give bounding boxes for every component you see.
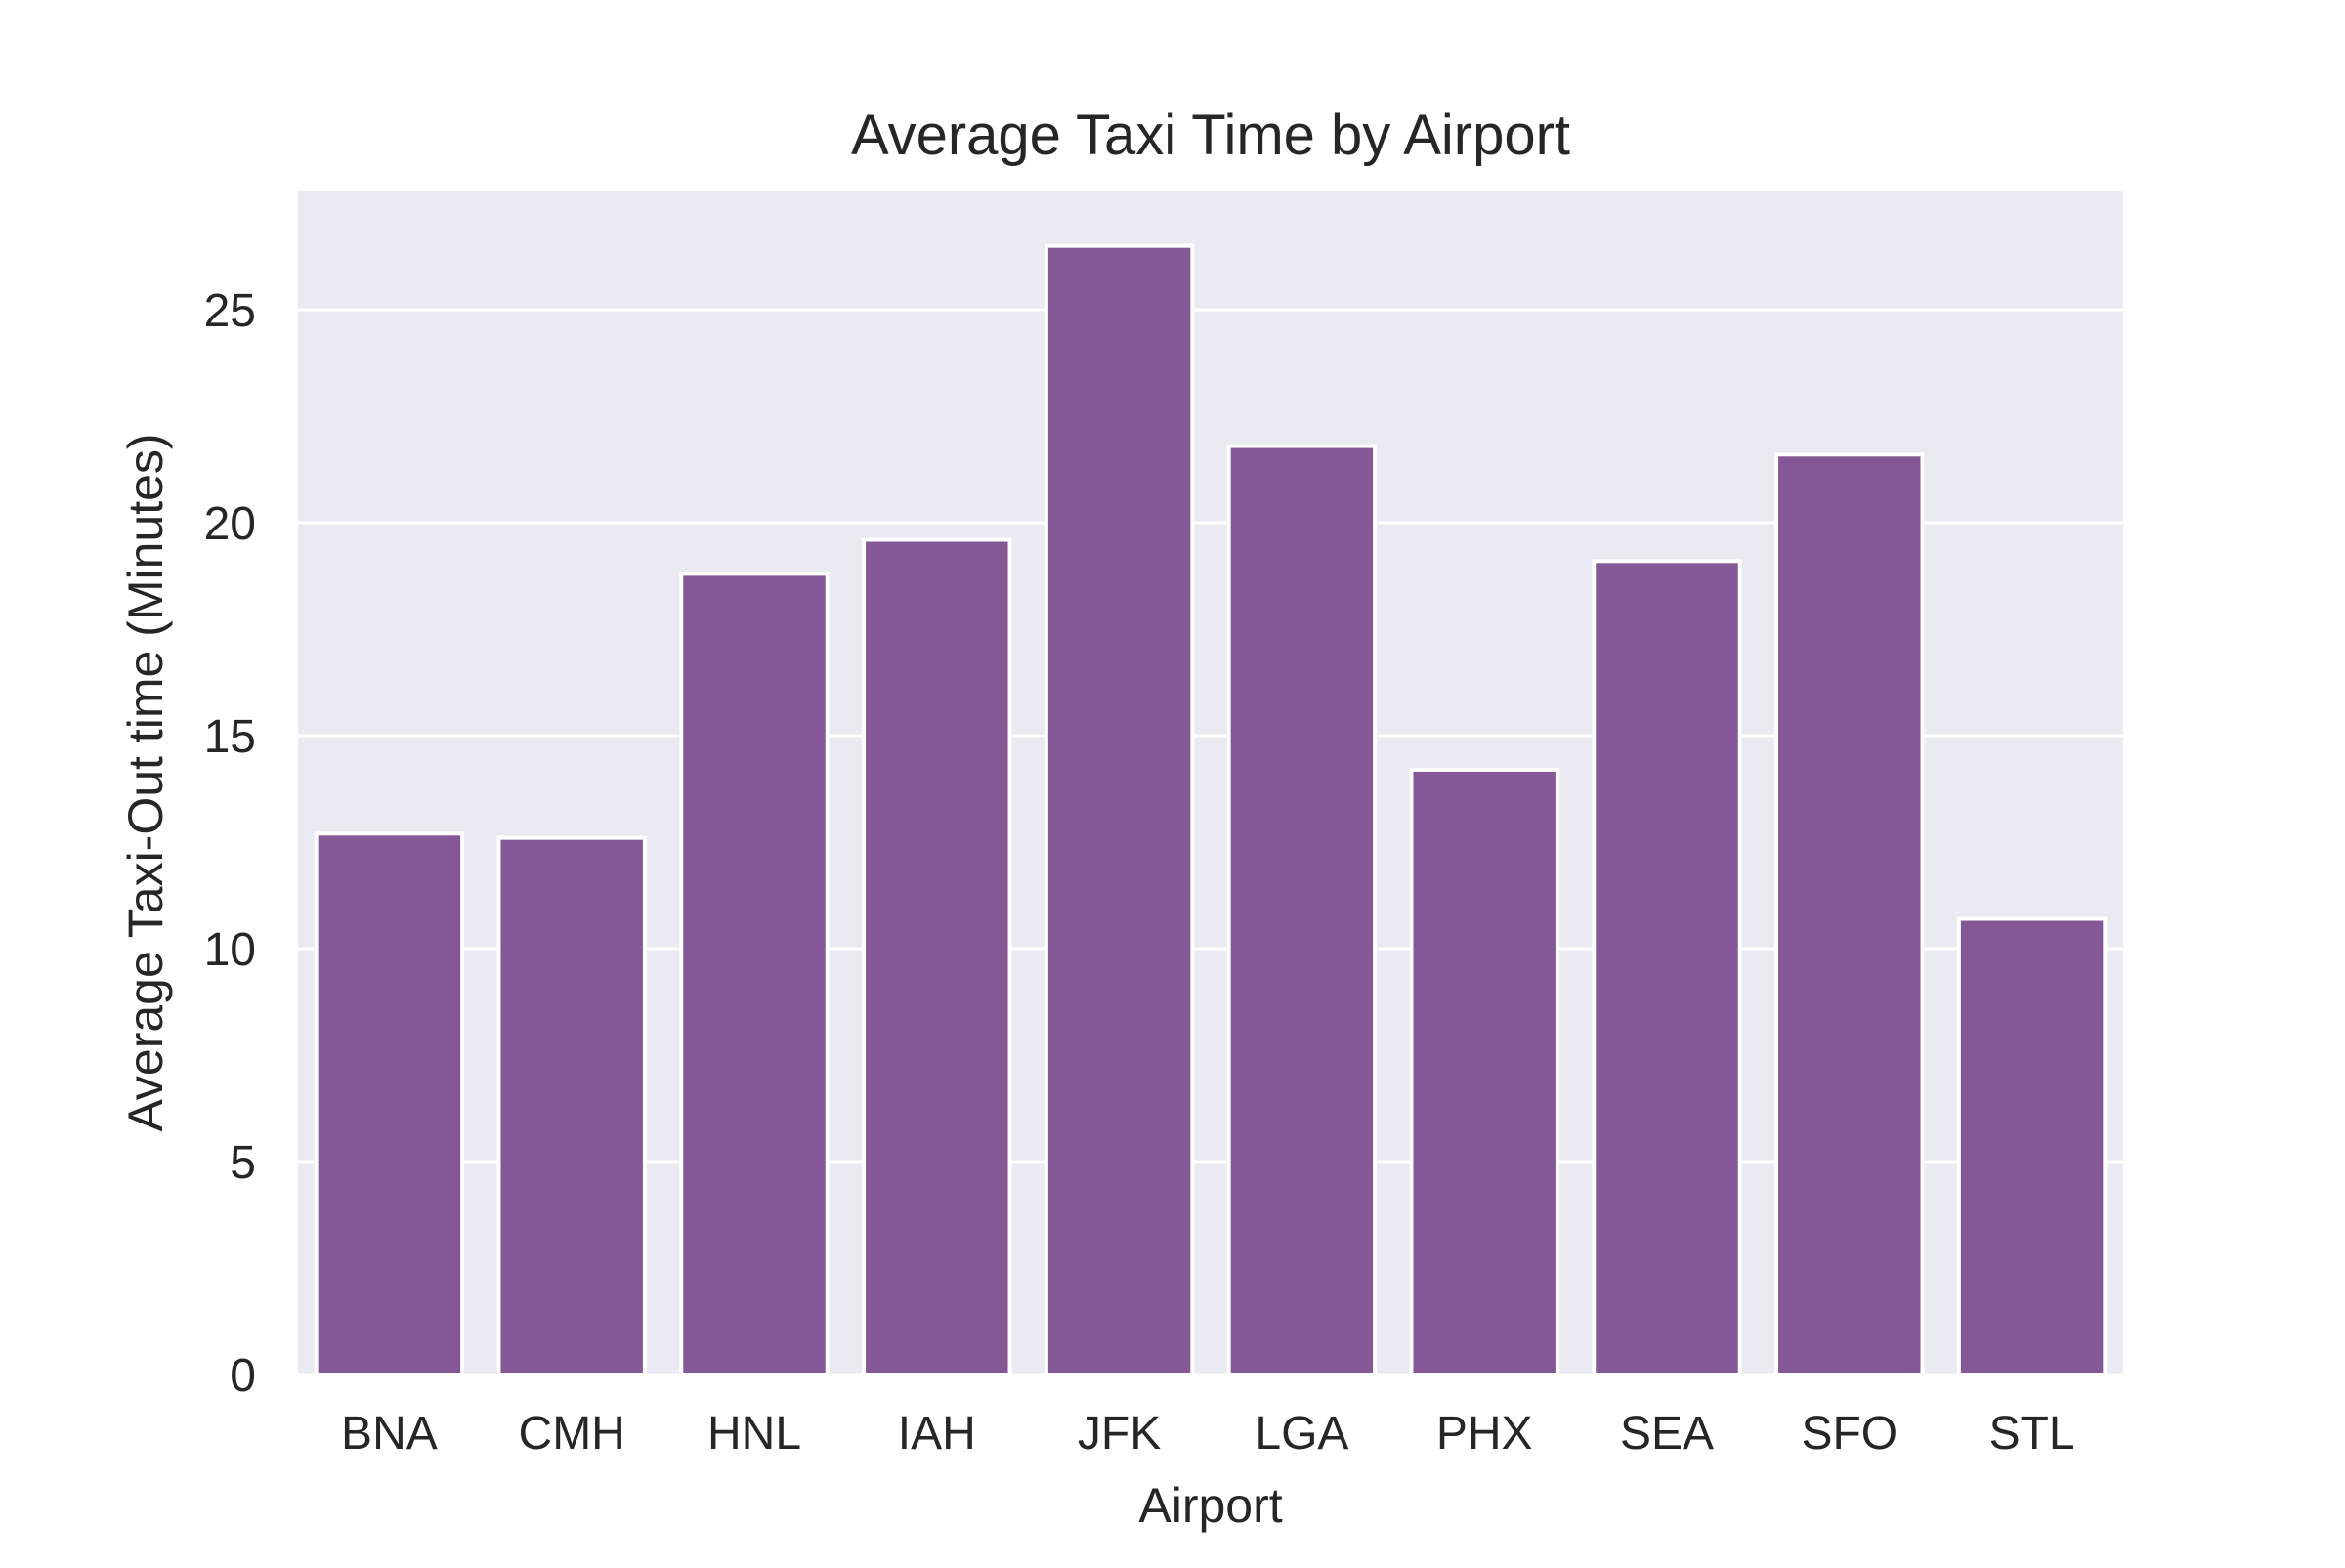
y-tick-label-10: 10	[204, 924, 256, 976]
x-tick-label-phx: PHX	[1436, 1408, 1533, 1460]
x-tick-label-hnl: HNL	[707, 1408, 801, 1460]
bar-iah	[862, 537, 1012, 1377]
bar-hnl	[679, 572, 830, 1377]
bar-stl	[1956, 916, 2108, 1377]
y-tick-label-20: 20	[204, 498, 256, 550]
x-tick-label-bna: BNA	[341, 1408, 438, 1460]
y-axis-ticks: 0 5 10 15 20 25	[204, 285, 256, 1402]
bar-jfk	[1044, 243, 1195, 1377]
y-axis-label: Average Taxi-Out time (Minutes)	[118, 433, 173, 1131]
x-tick-label-iah: IAH	[898, 1408, 976, 1460]
x-axis-label: Airport	[1138, 1478, 1282, 1533]
bar-lga	[1226, 444, 1378, 1377]
y-tick-label-5: 5	[230, 1137, 256, 1189]
x-tick-label-sea: SEA	[1620, 1408, 1714, 1460]
x-tick-label-cmh: CMH	[519, 1408, 625, 1460]
bar-sea	[1592, 559, 1742, 1377]
y-tick-label-15: 15	[204, 711, 256, 763]
chart-title: Average Taxi Time by Airport	[851, 104, 1570, 167]
bar-bna	[314, 831, 465, 1377]
bars	[314, 243, 2108, 1377]
x-tick-label-jfk: JFK	[1078, 1408, 1161, 1460]
x-axis-ticks: BNA CMH HNL IAH JFK LGA PHX SEA SFO STL	[341, 1408, 2075, 1460]
x-tick-label-lga: LGA	[1255, 1408, 1348, 1460]
y-tick-label-0: 0	[230, 1350, 256, 1402]
x-tick-label-stl: STL	[1989, 1408, 2075, 1460]
x-tick-label-sfo: SFO	[1801, 1408, 1897, 1460]
bar-phx	[1409, 767, 1559, 1377]
bar-cmh	[496, 835, 647, 1377]
y-tick-label-25: 25	[204, 285, 256, 337]
bar-sfo	[1774, 452, 1925, 1377]
